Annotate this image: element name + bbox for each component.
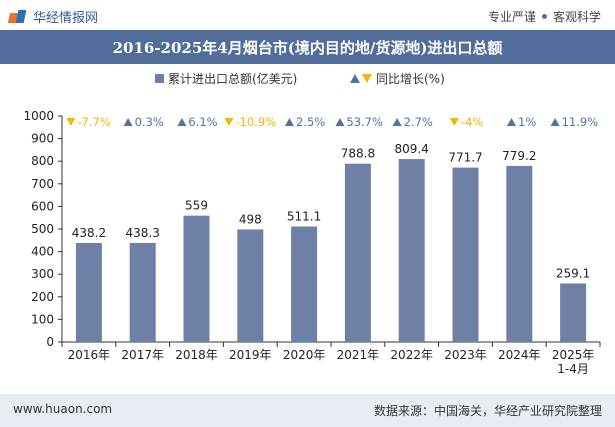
growth-up-icon (550, 118, 560, 126)
bar (506, 165, 533, 342)
legend-bar-swatch (155, 74, 164, 83)
growth-up-icon (335, 118, 345, 126)
bars: 438.2 438.3 559 498 511.1 788.8 809.4 771.7 779.… (72, 142, 590, 342)
y-tick-label: 800 (31, 154, 54, 168)
y-tick-label: 0 (46, 335, 54, 349)
growth-up-icon (285, 118, 294, 126)
x-tick-label: 2022年 (390, 348, 433, 362)
y-tick-label: 600 (31, 199, 54, 213)
x-axis: 2016年 2017年 2018年 2019年 2020年 2021年 2022年 2023年… (61, 341, 601, 376)
y-tick-label: 900 (31, 132, 54, 146)
bar-value-label: 511.1 (287, 209, 321, 223)
x-tick-label: 1-4月 (557, 362, 589, 376)
bar-value-label: 438.2 (72, 226, 106, 240)
bar-chart: 累计进出口总额(亿美元) 同比增长(%) 0 100 200 300 400 500 600 7… (23, 71, 601, 376)
x-tick-label: 2020年 (283, 348, 326, 362)
growth-label: -7.7% (77, 115, 110, 129)
growth-label: 11.9% (562, 115, 599, 129)
logo-icon (7, 9, 27, 25)
growth-labels: -7.7% 0.3% 6.1% -10.9% 2.5% 53.7% 2.7% -4% 1% 11.… (66, 115, 598, 129)
x-tick-label: 2021年 (337, 348, 380, 362)
y-tick-label: 500 (31, 222, 54, 236)
growth-label: 0.3% (135, 115, 164, 129)
y-axis: 0 100 200 300 400 500 600 700 800 900 1000 (23, 109, 63, 349)
bar-value-label: 779.2 (502, 149, 536, 163)
growth-label: 1% (518, 115, 536, 129)
site-name: 华经情报网 (33, 11, 99, 26)
bar (183, 215, 210, 342)
growth-label: -4% (461, 115, 483, 129)
bar-value-label: 498 (239, 212, 262, 226)
bar (452, 167, 479, 342)
x-tick-label: 2018年 (175, 348, 218, 362)
bar (560, 283, 587, 342)
legend-bar-label: 累计进出口总额(亿美元) (168, 71, 297, 86)
y-tick-label: 1000 (23, 109, 54, 123)
bar-value-label: 788.8 (341, 147, 375, 161)
x-tick-label: 2023年 (444, 348, 487, 362)
separator-dot-icon (541, 14, 547, 19)
top-bar: 华经情报网 专业严谨 客观科学 (0, 0, 615, 30)
bar (75, 242, 102, 342)
bar (398, 159, 425, 342)
bar (129, 242, 156, 342)
growth-up-icon (177, 118, 187, 126)
growth-down-icon (224, 118, 234, 126)
growth-down-icon (449, 118, 459, 126)
growth-down-icon (66, 118, 76, 126)
growth-up-icon (392, 118, 402, 126)
bar-value-label: 438.3 (126, 226, 160, 240)
y-tick-label: 700 (31, 177, 54, 191)
x-tick-label: 2016年 (68, 348, 111, 362)
data-source: 数据来源：中国海关，华经产业研究院整理 (373, 404, 602, 418)
bar-value-label: 559 (185, 199, 208, 213)
legend-growth-label: 同比增长(%) (376, 72, 445, 86)
growth-label: 53.7% (346, 115, 383, 129)
chart-title: 2016-2025年4月烟台市(境内目的地/货源地)进出口总额 (112, 38, 503, 57)
growth-up-icon (123, 118, 133, 126)
growth-label: 6.1% (188, 115, 217, 129)
y-tick-label: 200 (31, 290, 54, 304)
bar-value-label: 771.7 (448, 151, 482, 165)
x-tick-label: 2025年 (552, 348, 595, 362)
bar (291, 226, 318, 342)
growth-label: 2.5% (296, 115, 325, 129)
x-tick-label: 2019年 (229, 348, 272, 362)
x-tick-label: 2017年 (121, 348, 164, 362)
chart-legend: 累计进出口总额(亿美元) 同比增长(%) (155, 71, 445, 86)
growth-label: -10.9% (235, 115, 276, 129)
growth-up-icon (507, 118, 516, 126)
bar (344, 163, 371, 342)
x-tick-label: 2024年 (498, 348, 541, 362)
bar-value-label: 809.4 (395, 142, 429, 156)
bar (237, 229, 264, 342)
legend-down-triangle-icon (362, 74, 372, 83)
footer: www.huaon.com 数据来源：中国海关，华经产业研究院整理 (0, 394, 615, 427)
growth-label: 2.7% (404, 115, 433, 129)
legend-up-triangle-icon (350, 74, 360, 83)
y-tick-label: 400 (31, 245, 54, 259)
site-logo[interactable]: 华经情报网 (7, 7, 99, 26)
footer-url[interactable]: www.huaon.com (13, 402, 113, 416)
title-bar: 2016-2025年4月烟台市(境内目的地/货源地)进出口总额 (0, 30, 615, 64)
tag-objective: 客观科学 (552, 10, 601, 24)
bar-value-label: 259.1 (556, 266, 590, 280)
y-tick-label: 300 (31, 267, 54, 281)
header-tags: 专业严谨 客观科学 (488, 8, 601, 25)
tag-professional: 专业严谨 (487, 10, 536, 24)
y-tick-label: 100 (31, 312, 54, 326)
